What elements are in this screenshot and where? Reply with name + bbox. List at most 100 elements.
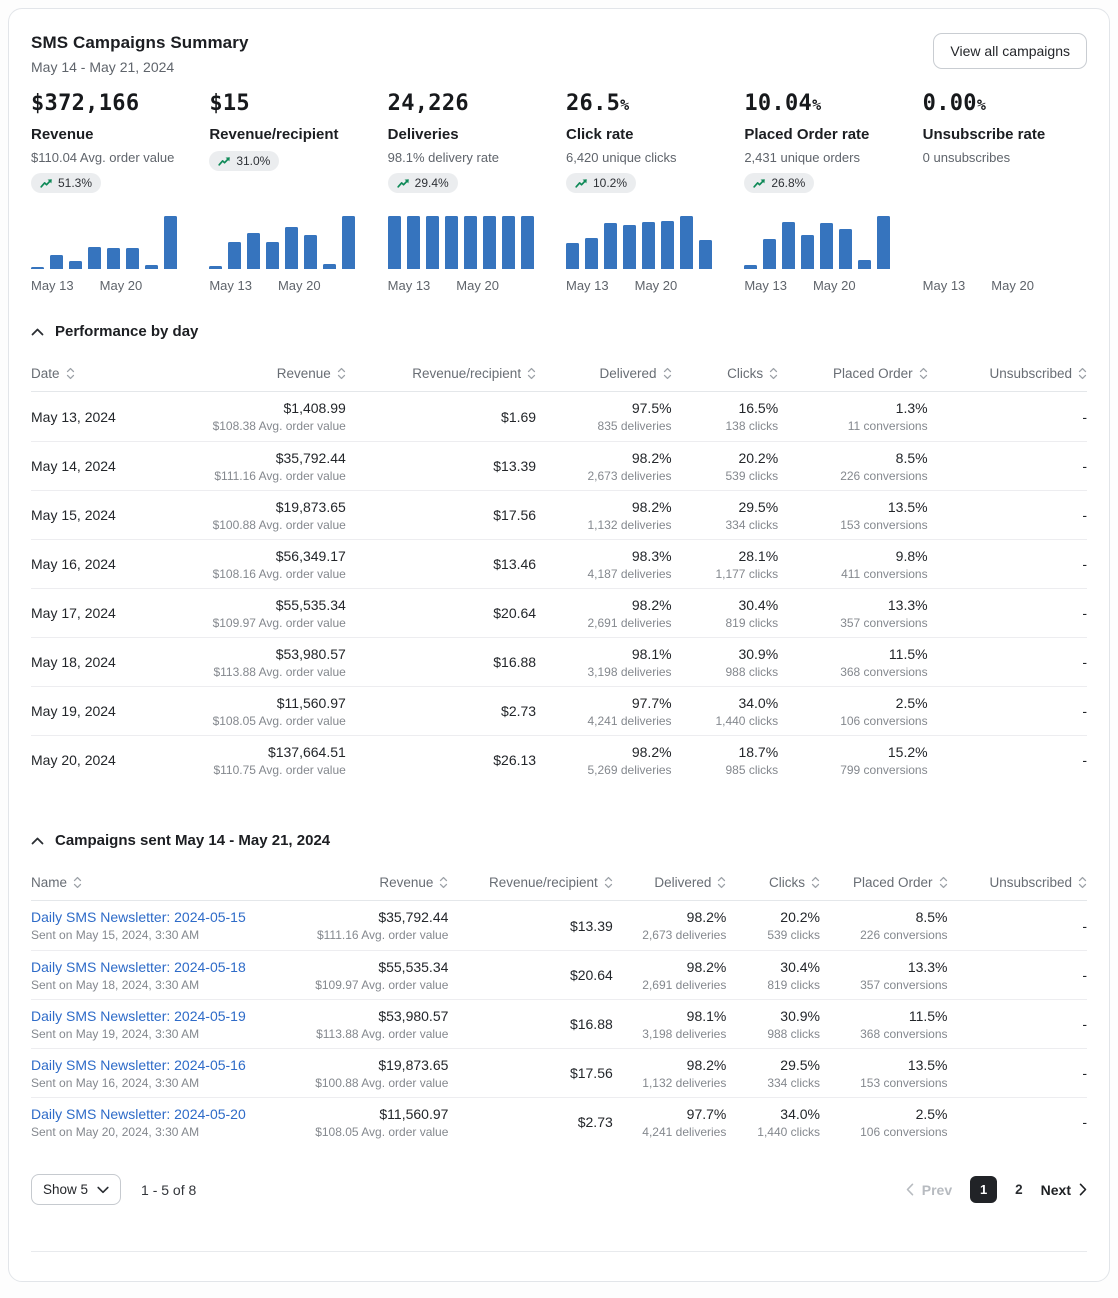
kpi-trend-value: 31.0% <box>236 154 271 168</box>
campaign-link[interactable]: Daily SMS Newsletter: 2024-05-19 <box>31 1007 246 1024</box>
table-cell: May 13, 2024 <box>31 409 190 425</box>
cell-value: 30.9% <box>780 1007 820 1024</box>
campaign-link[interactable]: Daily SMS Newsletter: 2024-05-15 <box>31 909 246 925</box>
column-header-label: Name <box>31 875 68 890</box>
cell-value: 16.5% <box>738 400 779 416</box>
chart-bar <box>50 255 63 269</box>
cell-value: $55,535.34 <box>275 596 346 613</box>
column-header-name[interactable]: Name <box>31 875 310 890</box>
chart-x-labels: May 13 May 20 <box>923 278 1087 293</box>
cell-subvalue: $111.16 Avg. order value <box>214 468 346 483</box>
kpi-value: 26.5% <box>566 91 730 116</box>
chevron-up-icon <box>31 837 44 844</box>
column-header-placed-order[interactable]: Placed Order <box>778 366 927 381</box>
chart-bar <box>88 247 101 269</box>
cell-subvalue: 357 conversions <box>860 977 948 992</box>
next-page-button[interactable]: Next <box>1041 1182 1087 1198</box>
table-cell: $1.69 <box>346 409 536 425</box>
cell-value: 8.5% <box>915 909 948 925</box>
column-header-label: Date <box>31 366 60 381</box>
sort-icon <box>939 876 947 889</box>
kpi-substat: 98.1% delivery rate <box>387 150 499 165</box>
campaign-link[interactable]: Daily SMS Newsletter: 2024-05-20 <box>31 1105 246 1122</box>
kpi-label: Revenue <box>31 126 94 143</box>
performance-section-toggle[interactable]: Performance by day <box>31 323 1087 340</box>
trend-up-icon <box>218 156 231 166</box>
chart-bar <box>107 247 120 269</box>
cell-subvalue: 106 conversions <box>860 1124 948 1139</box>
cell-subvalue: 153 conversions <box>860 1075 948 1090</box>
sort-icon <box>1078 876 1087 889</box>
cell-value: 11.5% <box>908 1007 948 1024</box>
column-header-delivered[interactable]: Delivered <box>613 875 727 890</box>
page-header: SMS Campaigns Summary May 14 - May 21, 2… <box>31 33 1087 75</box>
chevron-right-icon <box>1079 1183 1087 1196</box>
table-cell: $53,980.57 $113.88 Avg. order value <box>190 646 345 679</box>
table-row: Daily SMS Newsletter: 2024-05-20 Sent on … <box>31 1097 1087 1146</box>
cell-subvalue: 539 clicks <box>725 468 779 483</box>
campaigns-section-toggle[interactable]: Campaigns sent May 14 - May 21, 2024 <box>31 832 1087 849</box>
campaign-link[interactable]: Daily SMS Newsletter: 2024-05-16 <box>31 1056 246 1073</box>
cell-value: 30.4% <box>738 596 779 613</box>
cell-value: - <box>1082 1065 1087 1081</box>
kpi-sparkline-chart <box>387 215 552 269</box>
sort-icon <box>1078 367 1087 380</box>
chart-bar <box>304 234 318 269</box>
table-cell: $17.56 <box>346 507 536 523</box>
cell-subvalue: 226 conversions <box>840 468 928 483</box>
table-row: May 16, 2024 $56,349.17 $108.16 Avg. order… <box>31 539 1087 588</box>
cell-value: 98.2% <box>631 449 672 466</box>
column-header-placed-order[interactable]: Placed Order <box>820 875 948 890</box>
column-header-label: Placed Order <box>852 875 933 890</box>
cell-subvalue: 799 conversions <box>840 762 928 777</box>
column-header-unsubscribed[interactable]: Unsubscribed <box>928 366 1087 381</box>
prev-page-button[interactable]: Prev <box>906 1182 952 1198</box>
table-cell: $13.39 <box>448 917 613 934</box>
chart-bar <box>31 267 44 269</box>
column-header-revenue[interactable]: Revenue <box>190 366 345 381</box>
kpi-value-suffix: % <box>976 96 987 114</box>
table-cell: $35,792.44 $111.16 Avg. order value <box>190 450 345 483</box>
table-cell: 13.3% 357 conversions <box>778 597 927 630</box>
page-button-2[interactable]: 2 <box>1015 1182 1023 1197</box>
column-header-revenue[interactable]: Revenue <box>310 875 448 890</box>
cell-subvalue: Sent on May 19, 2024, 3:30 AM <box>31 1026 200 1041</box>
table-cell: 9.8% 411 conversions <box>778 548 928 581</box>
page-header-text: SMS Campaigns Summary May 14 - May 21, 2… <box>31 33 249 75</box>
performance-section-title: Performance by day <box>55 323 199 340</box>
kpi-value: $15 <box>209 91 373 116</box>
column-header-clicks[interactable]: Clicks <box>672 366 779 381</box>
column-header-unsubscribed[interactable]: Unsubscribed <box>948 875 1087 890</box>
chart-bar <box>247 233 261 269</box>
column-header-revenue-recipient[interactable]: Revenue/recipient <box>346 366 536 381</box>
table-cell: 16.5% 138 clicks <box>672 400 779 433</box>
performance-table-body: May 13, 2024 $1,408.99 $108.38 Avg. order … <box>31 392 1087 784</box>
chart-bar <box>126 248 139 269</box>
campaign-link[interactable]: Daily SMS Newsletter: 2024-05-18 <box>31 958 246 975</box>
table-cell: 34.0% 1,440 clicks <box>726 1106 820 1139</box>
chart-x-label: May 13 <box>387 278 431 293</box>
show-per-page-dropdown[interactable]: Show 5 <box>31 1174 122 1205</box>
chart-bar <box>69 261 82 269</box>
table-cell: $19,873.65 $100.88 Avg. order value <box>310 1057 448 1090</box>
cell-value: $13.39 <box>569 917 613 934</box>
column-header-date[interactable]: Date <box>31 366 190 381</box>
cell-value: 34.0% <box>738 694 779 711</box>
view-all-campaigns-button[interactable]: View all campaigns <box>933 33 1087 69</box>
cell-subvalue: 1,177 clicks <box>715 566 779 581</box>
cell-subvalue: $108.38 Avg. order value <box>212 419 346 433</box>
table-cell: May 15, 2024 <box>31 507 190 523</box>
table-cell: $26.13 <box>346 752 536 768</box>
column-header-clicks[interactable]: Clicks <box>726 875 820 890</box>
page-button-1[interactable]: 1 <box>970 1176 998 1203</box>
chart-bar <box>660 220 674 269</box>
column-header-revenue-recipient[interactable]: Revenue/recipient <box>448 875 612 890</box>
sort-icon <box>604 876 612 889</box>
kpi-sparkline-chart <box>923 215 1087 269</box>
page-title: SMS Campaigns Summary <box>31 33 249 52</box>
campaigns-table-header: Name Revenue Revenue/recipient Delivered Cli… <box>31 867 1087 901</box>
cell-value: $53,980.57 <box>275 645 346 662</box>
cell-subvalue: $100.88 Avg. order value <box>212 517 346 532</box>
column-header-delivered[interactable]: Delivered <box>536 366 671 381</box>
chart-bar <box>501 216 515 269</box>
